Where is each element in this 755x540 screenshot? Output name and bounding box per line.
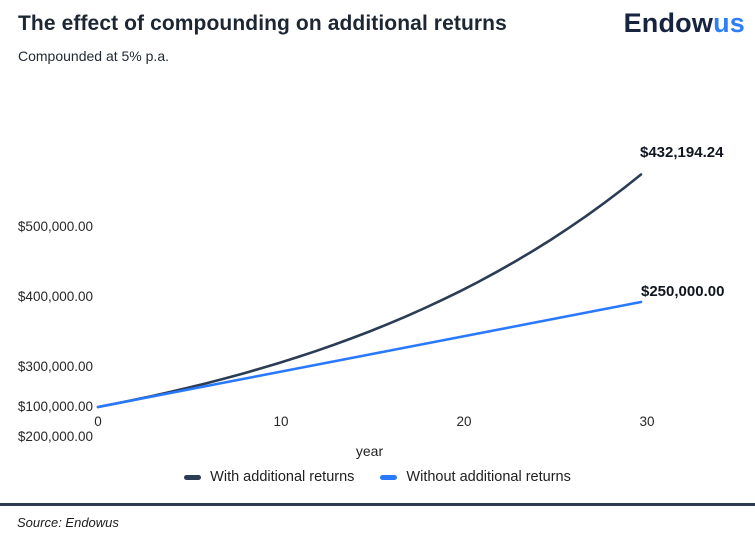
- legend-item-without-returns: Without additional returns: [380, 469, 571, 485]
- endowus-logo: Endowus: [624, 8, 745, 39]
- series-line-0: [96, 173, 643, 409]
- end-value-without-returns: $250,000.00: [641, 283, 725, 300]
- chart-subtitle: Compounded at 5% p.a.: [18, 48, 169, 64]
- series-line-1: [96, 300, 643, 409]
- x-tick-0: 0: [94, 414, 102, 429]
- y-tick-100k: $100,000.00: [17, 399, 93, 414]
- chart-title: The effect of compounding on additional …: [18, 12, 507, 35]
- legend-label-with-returns: With additional returns: [210, 469, 355, 485]
- legend-item-with-returns: With additional returns: [184, 469, 354, 485]
- y-tick-500k: $500,000.00: [17, 219, 93, 234]
- end-value-with-returns: $432,194.24: [640, 144, 724, 161]
- x-tick-10: 10: [273, 414, 289, 429]
- legend-dash-with-returns-icon: [184, 474, 202, 480]
- chart-svg: [96, 173, 643, 409]
- logo-part-us: us: [713, 8, 745, 38]
- chart-legend: With additional returns Without addition…: [0, 469, 755, 485]
- logo-part-endow: Endow: [623, 8, 714, 38]
- y-tick-400k: $400,000.00: [17, 289, 93, 304]
- legend-label-without-returns: Without additional returns: [406, 469, 571, 485]
- source-text: Source: Endowus: [17, 515, 119, 530]
- x-tick-30: 30: [639, 414, 655, 429]
- line-chart: $500,000.00 $400,000.00 $300,000.00 $200…: [0, 100, 755, 444]
- y-tick-300k: $300,000.00: [17, 359, 93, 374]
- footer-divider: [0, 503, 755, 506]
- x-tick-20: 20: [456, 414, 472, 429]
- x-axis-label: year: [355, 443, 384, 459]
- y-tick-200k: $200,000.00: [17, 429, 93, 444]
- legend-dash-without-returns-icon: [380, 474, 398, 480]
